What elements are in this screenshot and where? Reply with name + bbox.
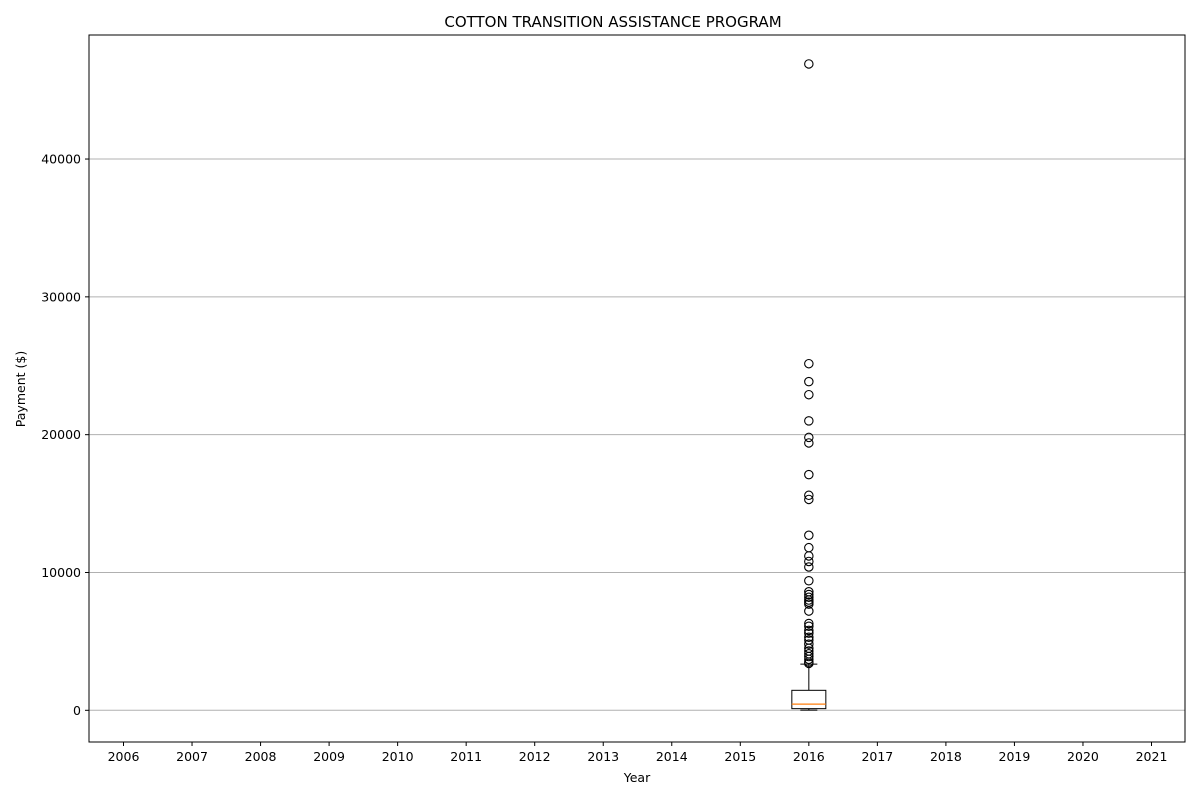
outlier-point: [804, 59, 814, 69]
outlier-point: [804, 628, 814, 638]
outlier-point: [804, 658, 814, 669]
chart-title: COTTON TRANSITION ASSISTANCE PROGRAM: [444, 13, 781, 31]
x-tick-label: 2016: [793, 749, 825, 764]
outlier-point: [804, 651, 814, 662]
x-tick-label: 2010: [382, 749, 414, 764]
y-axis-label: Payment ($): [13, 351, 28, 427]
x-tick-label: 2020: [1067, 749, 1099, 764]
outlier-point: [804, 556, 814, 567]
x-tick-label: 2014: [656, 749, 688, 764]
boxes: [791, 59, 827, 711]
outlier-point: [804, 432, 814, 443]
outlier-point: [804, 576, 814, 586]
outlier-point: [804, 562, 814, 572]
x-axis-label: Year: [623, 770, 651, 785]
grid-lines: [89, 158, 1185, 711]
outlier-point: [804, 530, 814, 541]
outlier-point: [804, 490, 814, 501]
outlier-point: [804, 494, 814, 505]
outlier-point: [804, 551, 814, 561]
outlier-point: [804, 389, 814, 400]
y-axis: 0 10000 20000 30000 40000: [41, 152, 89, 718]
x-tick-label: 2013: [587, 749, 619, 764]
outlier-point: [804, 416, 814, 426]
box-iqr: [791, 689, 827, 710]
outlier-point: [804, 625, 814, 636]
x-tick-label: 2011: [450, 749, 482, 764]
x-tick-label: 2015: [724, 749, 756, 764]
outlier-point: [804, 632, 814, 643]
x-tick-label: 2018: [930, 749, 962, 764]
x-tick-label: 2008: [245, 749, 277, 764]
outlier-point: [804, 639, 814, 649]
x-tick-label: 2009: [313, 749, 345, 764]
x-tick-label: 2012: [519, 749, 551, 764]
x-tick-label: 2006: [108, 749, 140, 764]
outlier-point: [804, 438, 814, 448]
y-tick-label: 40000: [41, 152, 81, 167]
outlier-point: [804, 589, 814, 600]
y-tick-label: 30000: [41, 289, 81, 304]
y-tick-label: 20000: [41, 427, 81, 442]
x-axis: 2006 2007 2008 2009 2010 2011 2012 2013 2014 2015…: [108, 742, 1168, 764]
y-tick-label: 10000: [41, 565, 81, 580]
outlier-point: [804, 599, 814, 609]
outlier-point: [804, 618, 814, 629]
outlier-point: [804, 358, 814, 369]
outlier-point: [804, 654, 814, 665]
plot-area: [88, 34, 1186, 743]
y-tick-label: 0: [73, 703, 81, 718]
box-2016: [791, 59, 827, 711]
outlier-point: [804, 469, 814, 480]
outlier-point: [804, 376, 814, 387]
x-tick-label: 2017: [861, 749, 893, 764]
x-tick-label: 2007: [176, 749, 208, 764]
x-tick-label: 2021: [1136, 749, 1168, 764]
x-tick-label: 2019: [999, 749, 1031, 764]
outlier-point: [804, 542, 814, 553]
outlier-point: [804, 592, 814, 603]
outlier-point: [804, 621, 814, 631]
outlier-point: [804, 606, 814, 616]
